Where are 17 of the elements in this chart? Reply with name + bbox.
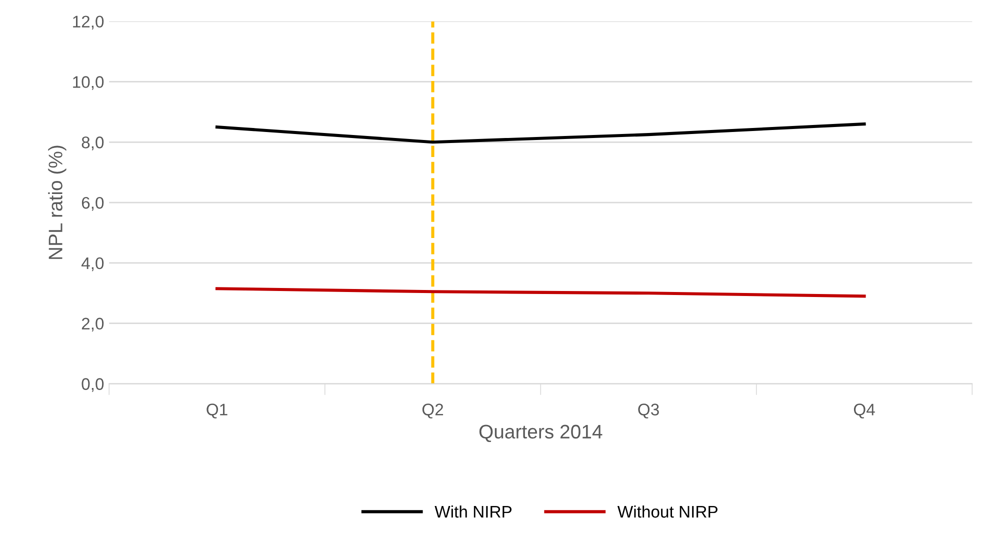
y-tick-label: 2,0 [82, 318, 104, 332]
y-tick-label: 6,0 [82, 196, 104, 211]
x-tick-label: Q2 [422, 404, 444, 418]
x-tick-label: Q1 [206, 404, 228, 418]
y-tick-label: 12,0 [73, 16, 104, 30]
x-tick-label: Q4 [854, 404, 875, 418]
legend-label: Without NIRP [617, 505, 718, 518]
line-series [215, 122, 866, 144]
x-axis-title: Quarters 2014 [479, 424, 602, 442]
line-series [215, 287, 866, 298]
x-tick-label: Q3 [638, 404, 659, 418]
y-axis-title: NPL ratio (%) [48, 146, 66, 259]
y-tick-label: 4,0 [81, 257, 104, 272]
y-tick-label: 8,0 [82, 136, 104, 150]
y-tick-label: 10,0 [73, 76, 104, 90]
y-tick-label: 0,0 [82, 378, 104, 392]
legend-label: With NIRP [434, 505, 512, 518]
